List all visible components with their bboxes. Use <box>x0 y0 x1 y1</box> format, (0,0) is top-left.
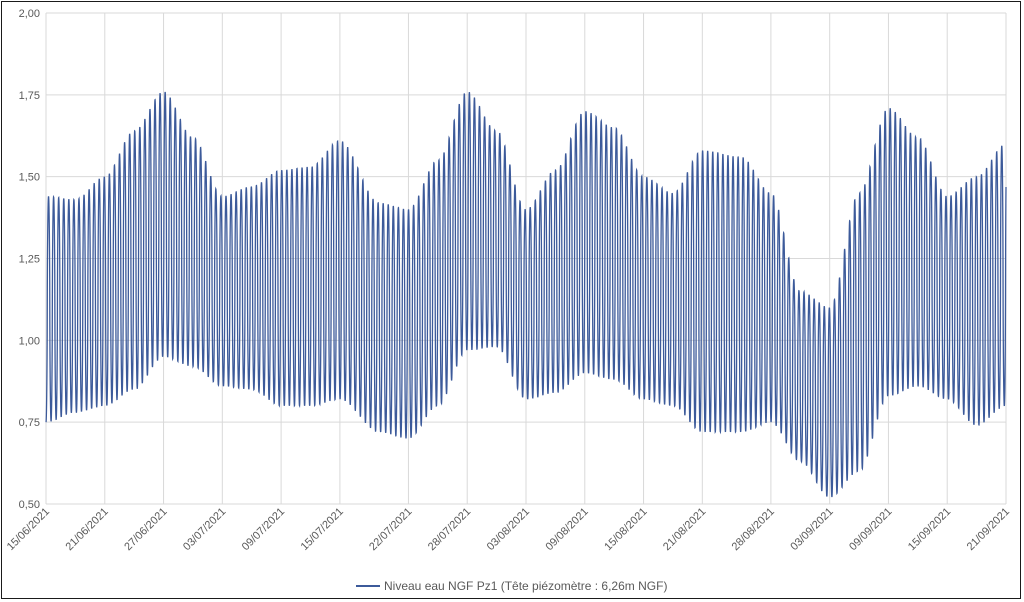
x-tick-label: 28/08/2021 <box>730 506 777 553</box>
x-tick-label: 09/07/2021 <box>240 506 287 553</box>
x-tick-label: 21/09/2021 <box>965 506 1012 553</box>
x-tick-label: 27/06/2021 <box>122 506 169 553</box>
x-tick-label: 21/08/2021 <box>661 506 708 553</box>
x-tick-label: 15/06/2021 <box>5 506 52 553</box>
legend: Niveau eau NGF Pz1 (Tête piézomètre : 6,… <box>356 579 667 593</box>
x-tick-label: 09/09/2021 <box>847 506 894 553</box>
series-layer <box>45 91 1007 498</box>
y-tick-label: 1,00 <box>19 335 40 347</box>
x-tick-label: 15/09/2021 <box>906 506 953 553</box>
x-tick-label: 03/08/2021 <box>485 506 532 553</box>
x-tick-label: 15/08/2021 <box>602 506 649 553</box>
y-tick-label: 1,75 <box>19 90 40 102</box>
x-tick-label: 15/07/2021 <box>299 506 346 553</box>
x-tick-label: 21/06/2021 <box>63 506 110 553</box>
y-tick-label: 2,00 <box>19 8 40 20</box>
y-tick-label: 0,50 <box>19 499 40 511</box>
y-tick-label: 1,25 <box>19 254 40 266</box>
x-axis-ticks: 15/06/2021 21/06/2021 27/06/2021 03/07/2021… <box>5 506 1012 553</box>
x-tick-label: 03/07/2021 <box>181 506 228 553</box>
y-tick-label: 1,50 <box>19 172 40 184</box>
x-tick-label: 03/09/2021 <box>788 506 835 553</box>
legend-label: Niveau eau NGF Pz1 (Tête piézomètre : 6,… <box>384 579 667 593</box>
x-tick-label: 22/07/2021 <box>367 506 414 553</box>
x-tick-label: 28/07/2021 <box>426 506 473 553</box>
y-axis-ticks: 0,50 0,75 1,00 1,25 1,50 1,75 2,00 <box>19 8 40 511</box>
x-tick-label: 09/08/2021 <box>543 506 590 553</box>
series-line <box>45 91 1007 498</box>
y-tick-label: 0,75 <box>19 417 40 429</box>
